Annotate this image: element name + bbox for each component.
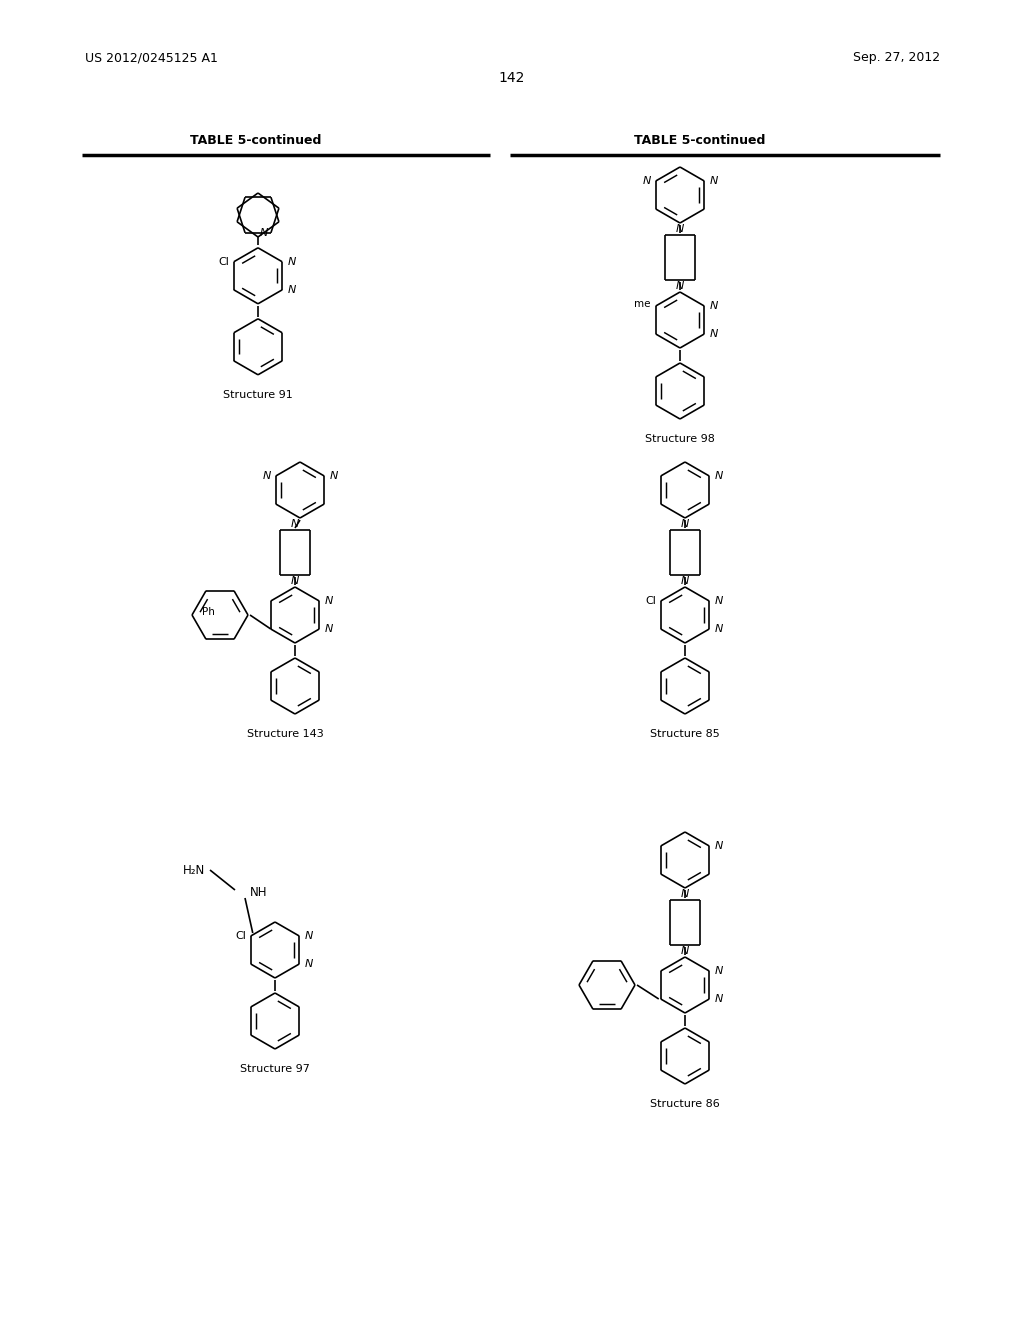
Text: N: N xyxy=(681,888,689,899)
Text: TABLE 5-continued: TABLE 5-continued xyxy=(634,133,766,147)
Text: N: N xyxy=(325,624,333,634)
Text: Structure 143: Structure 143 xyxy=(247,729,324,739)
Text: Sep. 27, 2012: Sep. 27, 2012 xyxy=(853,51,940,65)
Text: N: N xyxy=(260,228,268,238)
Text: N: N xyxy=(681,519,689,529)
Text: N: N xyxy=(288,257,296,267)
Text: N: N xyxy=(715,597,723,606)
Text: NH: NH xyxy=(250,887,267,899)
Text: N: N xyxy=(330,471,338,480)
Text: Ph: Ph xyxy=(202,607,215,616)
Text: N: N xyxy=(676,224,684,234)
Text: Structure 98: Structure 98 xyxy=(645,434,715,444)
Text: H₂N: H₂N xyxy=(182,863,205,876)
Text: Structure 85: Structure 85 xyxy=(650,729,720,739)
Text: N: N xyxy=(304,960,312,969)
Text: TABLE 5-continued: TABLE 5-continued xyxy=(190,133,322,147)
Text: me: me xyxy=(634,300,650,309)
Text: N: N xyxy=(715,994,723,1005)
Text: 142: 142 xyxy=(499,71,525,84)
Text: N: N xyxy=(676,281,684,290)
Text: N: N xyxy=(681,946,689,956)
Text: Cl: Cl xyxy=(645,597,655,606)
Text: N: N xyxy=(715,966,723,975)
Text: N: N xyxy=(710,329,718,339)
Text: Cl: Cl xyxy=(234,931,246,941)
Text: Cl: Cl xyxy=(218,257,228,267)
Text: N: N xyxy=(262,471,270,480)
Text: N: N xyxy=(288,285,296,294)
Text: N: N xyxy=(715,624,723,634)
Text: N: N xyxy=(715,471,723,480)
Text: N: N xyxy=(642,176,650,186)
Text: N: N xyxy=(715,841,723,851)
Text: N: N xyxy=(710,176,718,186)
Text: N: N xyxy=(291,519,299,529)
Text: N: N xyxy=(681,576,689,586)
Text: N: N xyxy=(304,931,312,941)
Text: Structure 91: Structure 91 xyxy=(223,389,293,400)
Text: N: N xyxy=(291,576,299,586)
Text: Structure 97: Structure 97 xyxy=(240,1064,310,1074)
Text: N: N xyxy=(710,301,718,312)
Text: Structure 86: Structure 86 xyxy=(650,1100,720,1109)
Text: N: N xyxy=(325,597,333,606)
Text: US 2012/0245125 A1: US 2012/0245125 A1 xyxy=(85,51,218,65)
